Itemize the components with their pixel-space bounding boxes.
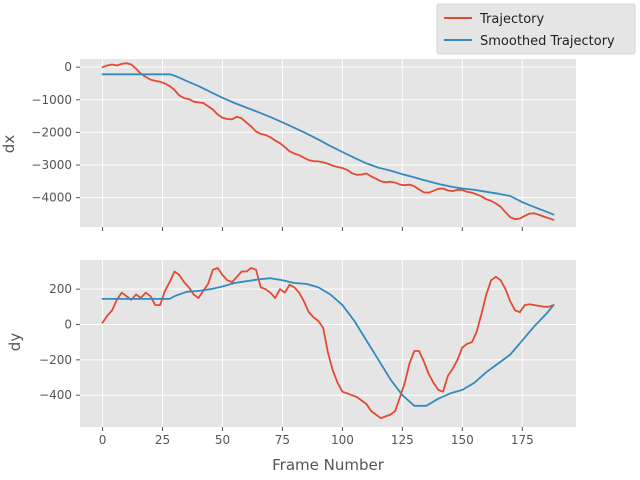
dy-subplot: 0 25 50 75 100 125 150 175 200 0 −200 −400 — [39, 260, 576, 447]
dy-y-tick-label: −200 — [39, 353, 72, 367]
x-tick-label: 125 — [391, 433, 414, 447]
legend: Trajectory Smoothed Trajectory — [436, 3, 636, 55]
dx-plot-area — [80, 59, 576, 227]
dy-axis-label: dy — [6, 333, 24, 352]
x-tick-label: 150 — [451, 433, 474, 447]
x-tick-label: 50 — [215, 433, 230, 447]
x-tick-label: 25 — [155, 433, 170, 447]
x-tick-label: 0 — [99, 433, 107, 447]
dx-subplot: 0 −1000 −2000 −3000 −4000 — [31, 59, 576, 231]
x-tick-label: 175 — [511, 433, 534, 447]
dy-y-tick-label: 200 — [49, 282, 72, 296]
dx-axis-label: dx — [0, 135, 18, 154]
x-tick-label: 100 — [331, 433, 354, 447]
dx-y-tick-label: −3000 — [31, 158, 72, 172]
x-tick-label: 75 — [275, 433, 290, 447]
dx-y-tick-label: −2000 — [31, 125, 72, 139]
legend-label-smoothed-trajectory: Smoothed Trajectory — [480, 34, 615, 49]
legend-box — [436, 3, 636, 55]
dy-y-tick-label: 0 — [64, 318, 72, 332]
dy-plot-area — [80, 260, 576, 427]
dy-trajectory-line — [101, 267, 555, 420]
dx-smoothed-trajectory-line — [101, 73, 555, 216]
dx-y-tick-label: −1000 — [31, 93, 72, 107]
x-axis-label: Frame Number — [272, 456, 385, 474]
dx-trajectory-line — [101, 62, 555, 221]
dy-smoothed-trajectory-line — [101, 277, 555, 407]
legend-label-trajectory: Trajectory — [479, 12, 544, 27]
dx-y-tick-label: −4000 — [31, 191, 72, 205]
dx-y-tick-label: 0 — [64, 60, 72, 74]
dy-y-tick-label: −400 — [39, 388, 72, 402]
